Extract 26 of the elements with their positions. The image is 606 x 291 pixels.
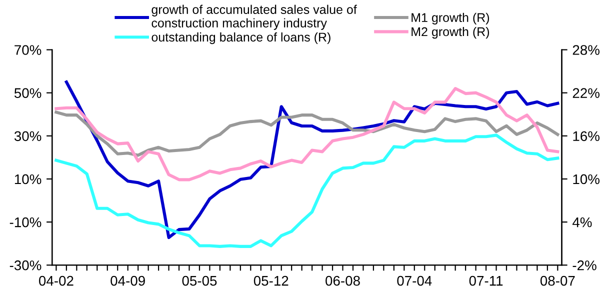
x-tick-label: 06-08 [326, 276, 360, 286]
x-tick-label: 07-11 [469, 276, 503, 286]
y2-tick-label: 4% [572, 217, 592, 228]
y-tick-label: 70% [14, 45, 42, 55]
y2-tick-label: 16% [573, 131, 600, 142]
y-tick-label: 10% [14, 174, 42, 184]
x-tick-label: 07-04 [397, 276, 432, 286]
y-tick-label: -10% [10, 217, 42, 228]
y2-tick-label: -2% [572, 260, 596, 270]
x-tick-label: 04-09 [110, 276, 145, 286]
legend-label: outstanding balance of loans (R) [152, 32, 330, 44]
line-series [54, 110, 560, 157]
y2-tick-label: 28% [572, 45, 600, 55]
y-tick-label: -30% [10, 260, 42, 270]
x-tick-label: 08-07 [540, 276, 575, 286]
y2-tick-label: 22% [572, 88, 600, 98]
x-tick-label: 05-12 [254, 276, 288, 286]
x-tick-label: 05-05 [182, 276, 217, 286]
line-series [54, 134, 560, 248]
legend-label: M1 growth (R) [412, 12, 490, 24]
line-series [54, 86, 560, 182]
y2-tick-label: 10% [573, 174, 600, 184]
x-tick-label: 04-02 [38, 276, 74, 286]
y-tick-label: 50% [14, 88, 42, 98]
y-tick-label: 30% [14, 131, 42, 142]
legend-label: M2 growth (R) [412, 26, 490, 39]
